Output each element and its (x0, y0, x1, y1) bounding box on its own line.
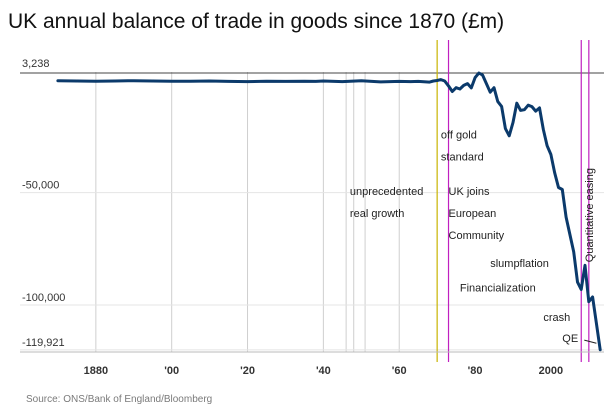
x-tick-label: '60 (392, 365, 407, 377)
annotation-label: unprecedented (350, 186, 423, 198)
annotation-label: UK joins (449, 186, 490, 198)
annotation-label: standard (441, 152, 484, 164)
reference-lines (436, 40, 590, 362)
annotation-label: European (449, 208, 497, 220)
annotation-label: Quantitative easing (584, 168, 596, 262)
annotation-label: QE (562, 333, 578, 345)
x-tick-label: '40 (316, 365, 331, 377)
y-tick-label: -50,000 (22, 180, 59, 192)
chart-title: UK annual balance of trade in goods sinc… (8, 10, 504, 33)
grid (20, 72, 604, 352)
annotation-label: Financialization (460, 283, 536, 295)
annotations: off gold standard unprecedented real growth… (350, 130, 597, 345)
annotation-label: crash (543, 312, 570, 324)
annotation-label: Community (449, 230, 505, 242)
y-tick-label: 3,238 (22, 58, 50, 70)
x-tick-label: '20 (240, 365, 255, 377)
x-tick-label: 2000 (539, 365, 563, 377)
annotation-label: real growth (350, 208, 404, 220)
qe-pointer (584, 339, 597, 344)
source-note: Source: ONS/Bank of England/Bloomberg (26, 394, 212, 405)
y-tick-label: -100,000 (22, 292, 65, 304)
x-tick-label: '00 (164, 365, 179, 377)
x-tick-label: '80 (468, 365, 483, 377)
annotation-label: off gold (441, 130, 477, 142)
y-tick-label: -119,921 (22, 337, 65, 349)
axes: 3,238 -50,000 -100,000 -119,921 1880 '00 '20 '4… (20, 58, 604, 377)
annotation-label: slumpflation (490, 258, 549, 270)
x-tick-label: 1880 (84, 365, 108, 377)
series-line (56, 71, 602, 352)
series-group (56, 71, 602, 352)
